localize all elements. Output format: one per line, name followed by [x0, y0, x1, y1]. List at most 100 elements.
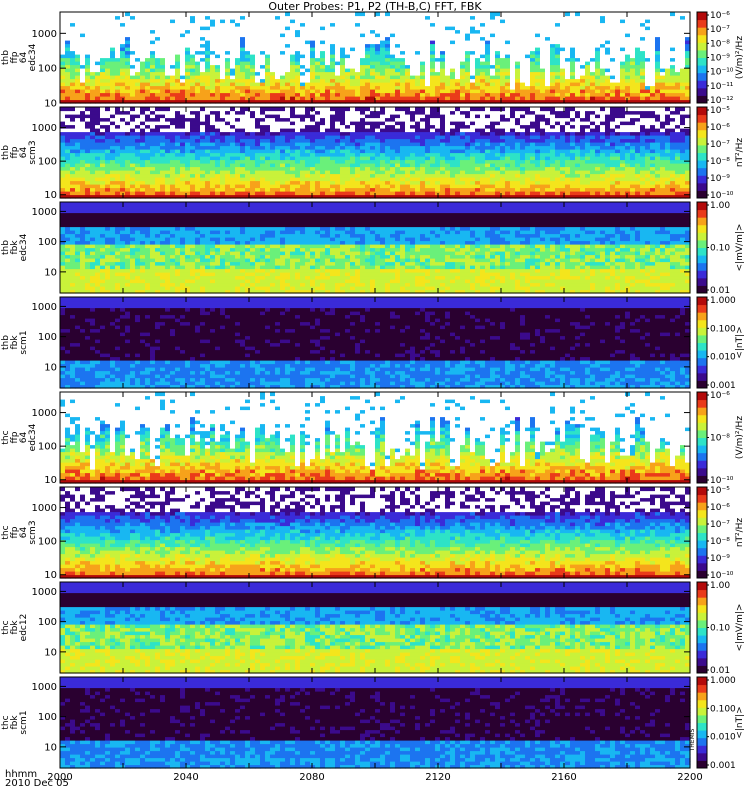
- colorbar-tick-label: 10⁻⁸: [710, 537, 730, 547]
- colorbar-tick-label: 0.010: [710, 353, 736, 363]
- y-tick-label: 10: [44, 742, 57, 753]
- colorbar-tick-label: 0.100: [710, 324, 736, 334]
- colorbar-tick-label: 10⁻¹⁰: [710, 571, 734, 581]
- y-axis-label: scm3: [28, 140, 38, 164]
- y-tick-label: 10: [44, 475, 57, 486]
- colorbar-tick-label: 10⁻¹¹: [710, 82, 734, 92]
- colorbar-tick-label: 10⁻⁵: [710, 486, 730, 496]
- colorbar-tick-label: 0.10: [710, 244, 730, 254]
- colorbar-label: <|mV/m|>: [735, 604, 745, 652]
- colorbar-tick-label: 0.10: [710, 624, 730, 634]
- colorbar-tick-label: 1.000: [710, 676, 736, 686]
- colorbar-tick-label: 10⁻⁸: [710, 157, 730, 167]
- colorbar-tick-label: 10⁻¹⁰: [710, 476, 734, 486]
- y-tick-label: 10: [44, 362, 57, 373]
- y-axis-label: scm3: [28, 520, 38, 544]
- colorbar-label: (V/m)²/Hz: [735, 416, 745, 459]
- y-tick-label: 100: [38, 332, 57, 343]
- colorbar-tick-label: 10⁻⁷: [710, 140, 730, 150]
- spectrogram: [60, 202, 691, 294]
- colorbar-tick-label: 10⁻⁹: [710, 174, 730, 184]
- colorbar: 10⁻⁶10⁻⁸10⁻¹⁰(V/m)²/Hz: [697, 391, 745, 486]
- y-tick-label: 100: [38, 237, 57, 248]
- spectrogram: [60, 12, 691, 104]
- colorbar: 1.00 0.10 0.01 <|mV/m|>: [697, 581, 745, 676]
- colorbar-label: (V/m)²/Hz: [735, 36, 745, 79]
- spectrogram: [60, 297, 691, 389]
- colorbar-label: <|nT|>: [735, 326, 745, 358]
- y-tick-label: 1000: [32, 682, 57, 693]
- y-tick-label: 10: [44, 570, 57, 581]
- x-tick-label: 2200: [677, 772, 702, 783]
- y-axis-label: scm1: [19, 330, 29, 354]
- colorbar-tick-label: 10⁻⁶: [710, 123, 730, 133]
- y-tick-label: 100: [38, 712, 57, 723]
- y-axis-label: edc34: [19, 233, 29, 261]
- y-tick-label: 10: [44, 99, 57, 110]
- colorbar-tick-label: 10⁻⁹: [710, 54, 730, 64]
- y-tick-label: 10: [44, 267, 57, 278]
- y-axis-label: edc34: [28, 423, 38, 451]
- x-tick-label: 2040: [173, 772, 198, 783]
- colorbar-tick-label: 10⁻⁵: [710, 106, 730, 116]
- y-tick-label: 1000: [32, 503, 57, 514]
- colorbar-label: <|mV/m|>: [735, 224, 745, 272]
- colorbar-label: nT²/Hz: [735, 138, 745, 168]
- colorbar-tick-label: 1.00: [710, 581, 730, 591]
- spectrogram: [60, 107, 691, 199]
- spectrogram: [60, 677, 691, 769]
- colorbar: 1.00 0.10 0.01 <|mV/m|>: [697, 201, 745, 296]
- y-tick-label: 1000: [32, 302, 57, 313]
- y-axis-label: edc12: [19, 614, 29, 642]
- colorbar-tick-label: 10⁻⁶: [710, 11, 730, 21]
- colorbar-tick-label: 10⁻⁶: [710, 391, 730, 401]
- y-tick-label: 100: [38, 442, 57, 453]
- colorbar-tick-label: 0.100: [710, 704, 736, 714]
- y-tick-label: 100: [38, 617, 57, 628]
- stamp: THEMIS: [689, 728, 696, 752]
- y-tick-label: 100: [38, 64, 57, 75]
- colorbar-tick-label: 10⁻¹⁰: [710, 68, 734, 78]
- x-tick-label: 2080: [299, 772, 324, 783]
- colorbar-label: nT²/Hz: [735, 518, 745, 548]
- x-tick-label: 2120: [425, 772, 450, 783]
- colorbar-tick-label: 10⁻⁷: [710, 520, 730, 530]
- y-axis-label: edc34: [28, 43, 38, 71]
- colorbar-tick-label: 10⁻¹²: [710, 96, 734, 106]
- x-tick-label: 2160: [551, 772, 576, 783]
- y-tick-label: 10: [44, 190, 57, 201]
- spectrogram: [60, 392, 691, 484]
- colorbar-tick-label: 0.01: [710, 666, 730, 676]
- colorbar-label: <|nT|>: [735, 706, 745, 738]
- colorbar: 10⁻⁵ 10⁻⁶ 10⁻⁷ 10⁻⁸ 10⁻⁹ 10⁻¹⁰ nT²/Hz: [697, 486, 745, 581]
- colorbar-tick-label: 10⁻⁸: [710, 39, 730, 49]
- colorbar-tick-label: 10⁻⁷: [710, 25, 730, 35]
- y-tick-label: 100: [38, 157, 57, 168]
- y-tick-label: 1000: [32, 29, 57, 40]
- colorbar-tick-label: 10⁻¹⁰: [710, 191, 734, 201]
- colorbar-tick-label: 1.00: [710, 201, 730, 211]
- y-tick-label: 10: [44, 647, 57, 658]
- spectrogram: [60, 487, 691, 579]
- colorbar-tick-label: 0.01: [710, 286, 730, 296]
- colorbar: 10⁻⁶ 10⁻⁷ 10⁻⁸ 10⁻⁹ 10⁻¹⁰ 10⁻¹¹ 10⁻¹² (V/m)²/Hz: [697, 11, 745, 106]
- colorbar-tick-label: 10⁻⁹: [710, 554, 730, 564]
- colorbar-tick-label: 10⁻⁶: [710, 503, 730, 513]
- colorbar-tick-label: 0.001: [710, 761, 736, 771]
- y-tick-label: 1000: [32, 408, 57, 419]
- spectrogram: [60, 582, 691, 674]
- colorbar: 10⁻⁵ 10⁻⁶ 10⁻⁷ 10⁻⁸ 10⁻⁹ 10⁻¹⁰ nT²/Hz: [697, 106, 745, 201]
- date-label: 2010 Dec 05: [5, 779, 69, 789]
- y-axis-label: scm1: [19, 710, 29, 734]
